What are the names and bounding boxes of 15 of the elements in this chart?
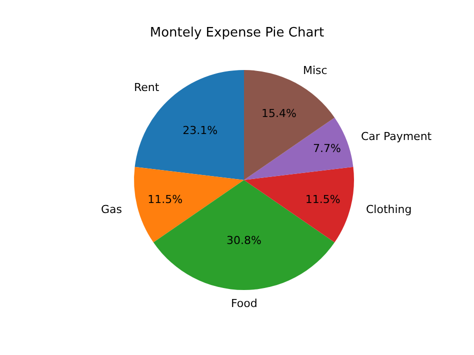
slice-label: Car Payment <box>361 130 432 143</box>
pie-slice <box>134 70 244 180</box>
slice-label: Misc <box>303 64 328 77</box>
slice-label: Clothing <box>366 203 412 216</box>
data-label: 7.7% <box>313 142 341 156</box>
data-label: 30.8% <box>226 234 262 247</box>
slice-label: Food <box>231 297 258 310</box>
data-label: 11.5% <box>148 192 183 206</box>
data-label: 15.4% <box>261 107 296 120</box>
data-label: 11.5% <box>305 192 340 206</box>
chart-title: Montely Expense Pie Chart <box>150 26 324 41</box>
slice-label: Gas <box>101 203 122 216</box>
pie-slice <box>244 118 354 180</box>
data-label: 23.1% <box>182 124 218 138</box>
slice-label: Rent <box>134 81 160 94</box>
